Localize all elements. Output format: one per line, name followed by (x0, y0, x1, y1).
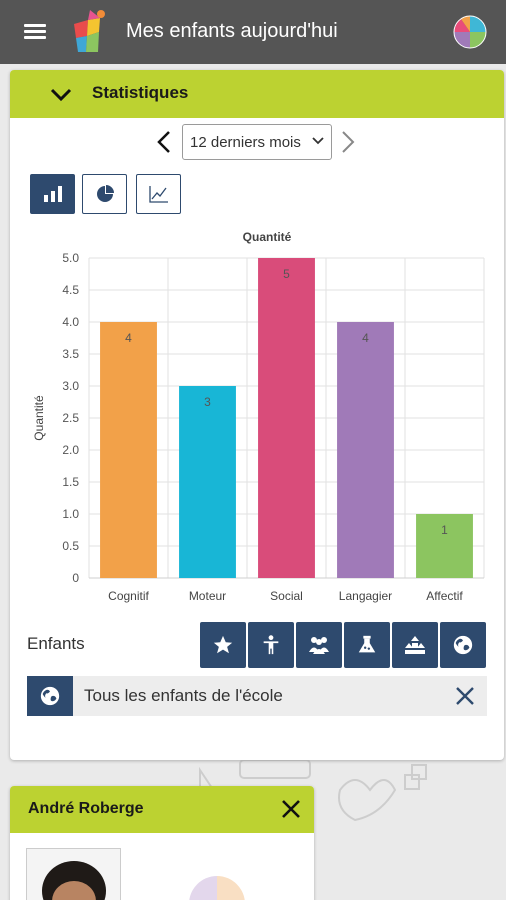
favorites-filter-button[interactable] (200, 622, 246, 668)
child-stats-pie (189, 876, 245, 900)
chevron-down-icon[interactable] (50, 84, 72, 104)
line-chart-button[interactable] (136, 174, 181, 214)
stack-icon (405, 636, 425, 654)
child-photo (27, 849, 120, 900)
bar-chart-icon (43, 186, 62, 202)
statistics-card: Statistiques 12 derniers mois 0 0.5 1.0 1.5… (10, 70, 504, 760)
chart-title: Quantité (243, 230, 292, 244)
selected-filter-chip: Tous les enfants de l'école (27, 676, 487, 716)
chevron-right-icon[interactable] (340, 130, 356, 154)
x-tick-label: Social (270, 589, 303, 603)
data-label: 4 (125, 331, 132, 345)
bar-chart: 0 0.5 1.0 1.5 2.0 2.5 3.0 3.5 4.0 4.5 5.0 4 Cognitif… (32, 230, 485, 603)
stats-pie-icon[interactable] (452, 14, 488, 50)
y-tick-label: 4.0 (62, 315, 79, 329)
globe-icon (40, 686, 60, 706)
y-tick-label: 3.0 (62, 379, 79, 393)
period-select[interactable]: 12 derniers mois (182, 124, 332, 160)
dropdown-arrow-icon (312, 137, 324, 145)
child-icon (263, 635, 279, 655)
line-chart-icon (148, 186, 168, 203)
school-filter-button[interactable] (440, 622, 486, 668)
y-tick-label: 3.5 (62, 347, 79, 361)
y-tick-label: 1.0 (62, 507, 79, 521)
bar (258, 258, 315, 578)
x-tick-label: Langagier (339, 589, 392, 603)
y-tick-label: 0.5 (62, 539, 79, 553)
x-tick-label: Affectif (426, 589, 463, 603)
group-icon (309, 637, 329, 654)
child-card-header: André Roberge (10, 786, 314, 833)
app-title: Mes enfants aujourd'hui (126, 20, 338, 42)
data-label: 3 (204, 395, 211, 409)
data-label: 4 (362, 331, 369, 345)
statistics-header[interactable]: Statistiques (10, 70, 504, 118)
globe-icon (453, 635, 473, 655)
x-tick-label: Cognitif (108, 589, 149, 603)
close-icon[interactable] (455, 686, 475, 706)
y-tick-label: 0 (72, 571, 79, 585)
y-tick-label: 5.0 (62, 251, 79, 265)
beaker-icon (358, 635, 376, 653)
group-filter-button[interactable] (296, 622, 342, 668)
pie-chart-icon (96, 185, 114, 202)
close-icon[interactable] (280, 798, 302, 820)
pie-chart-button[interactable] (82, 174, 127, 214)
period-value: 12 derniers mois (190, 134, 301, 151)
bar (100, 322, 157, 578)
app-logo (74, 10, 105, 52)
level-filter-button[interactable] (392, 622, 438, 668)
y-tick-label: 2.5 (62, 411, 79, 425)
selected-filter-label: Tous les enfants de l'école (84, 686, 283, 705)
child-filter-button[interactable] (248, 622, 294, 668)
bar (416, 514, 473, 578)
class-filter-button[interactable] (344, 622, 390, 668)
y-tick-label: 2.0 (62, 443, 79, 457)
avatar (26, 848, 121, 900)
chevron-left-icon[interactable] (156, 130, 172, 154)
bar (179, 386, 236, 578)
app-bar: Mes enfants aujourd'hui (0, 0, 506, 64)
y-tick-label: 4.5 (62, 283, 79, 297)
x-tick-label: Moteur (189, 589, 226, 603)
bar (337, 322, 394, 578)
star-icon (213, 635, 233, 654)
data-label: 1 (441, 523, 448, 537)
hamburger-menu-icon[interactable] (24, 22, 48, 42)
y-axis-label: Quantité (32, 395, 46, 441)
child-name: André Roberge (28, 800, 144, 817)
data-label: 5 (283, 267, 290, 281)
filters-label: Enfants (27, 634, 85, 653)
bar-chart-button[interactable] (30, 174, 75, 214)
statistics-title: Statistiques (92, 83, 189, 102)
selected-filter-icon (27, 676, 73, 716)
y-tick-label: 1.5 (62, 475, 79, 489)
child-card: André Roberge (10, 786, 314, 900)
